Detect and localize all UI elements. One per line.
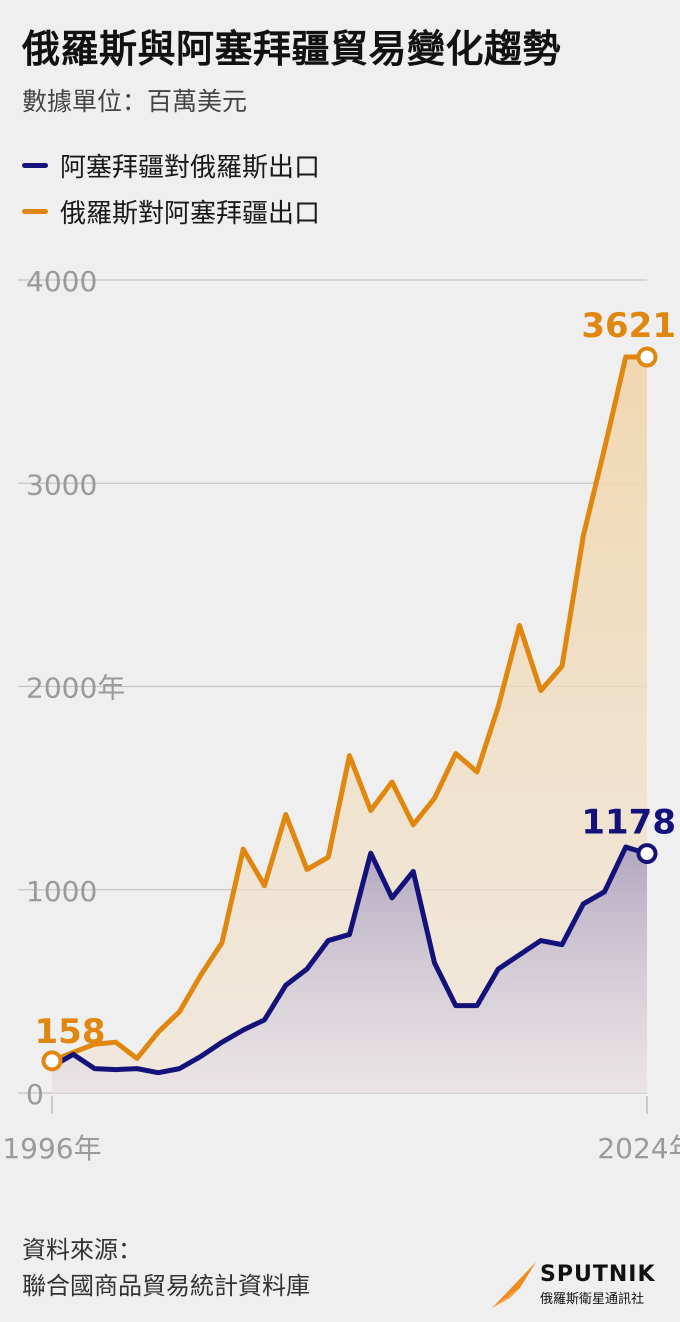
series-line (49, 354, 650, 1064)
legend-swatch-navy (22, 162, 48, 168)
line-layer (49, 354, 650, 1076)
series-area (52, 847, 647, 1093)
chart-legend: 阿塞拜疆對俄羅斯出口 俄羅斯對阿塞拜疆出口 (22, 142, 320, 234)
data-label: 1178 (581, 803, 676, 843)
area-layer (52, 357, 647, 1093)
unit-subtitle: 數據單位：百萬美元 (22, 87, 248, 116)
legend-swatch-orange (22, 208, 48, 214)
y-tick-label: 4000 (26, 265, 97, 298)
data-label: 3621 (581, 306, 676, 346)
brand-name: SPUTNIK (540, 1262, 656, 1287)
legend-label: 俄羅斯對阿塞拜疆出口 (60, 198, 321, 229)
sputnik-arrow-icon (492, 1262, 536, 1308)
source-text: 聯合國商品貿易統計資料庫 (22, 1272, 310, 1300)
x-tick-label: 2024年 (597, 1132, 680, 1165)
y-tick-label: 2000年 (26, 672, 125, 705)
x-tick-label: 1996年 (2, 1132, 101, 1165)
trade-area-chart: 0 1000 2000年 3000 4000 1996年 2024年 158 3621 1178 (2, 265, 680, 1165)
source-note: 資料來源： 聯合國商品貿易統計資料庫 (22, 1232, 310, 1304)
data-point-marker (41, 1050, 63, 1072)
y-tick-label: 0 (26, 1078, 44, 1111)
series-line (49, 844, 650, 1076)
sputnik-logo: SPUTNIK 俄羅斯衛星通訊社 (490, 1258, 670, 1310)
legend-item-azerbaijan-exports: 阿塞拜疆對俄羅斯出口 (22, 142, 320, 188)
data-point-marker (636, 346, 658, 368)
data-point-marker (636, 843, 658, 865)
brand-subtitle: 俄羅斯衛星通訊社 (540, 1292, 645, 1307)
y-tick-label: 3000 (26, 468, 97, 501)
y-tick-label: 1000 (26, 875, 97, 908)
source-label: 資料來源： (22, 1236, 142, 1264)
data-label: 158 (35, 1012, 106, 1052)
legend-label: 阿塞拜疆對俄羅斯出口 (60, 152, 321, 183)
page-title: 俄羅斯與阿塞拜疆貿易變化趨勢 (22, 27, 562, 71)
series-area (52, 357, 647, 1093)
label-layer: 0 1000 2000年 3000 4000 1996年 2024年 158 3621 1178 (2, 265, 680, 1165)
legend-item-russia-exports: 俄羅斯對阿塞拜疆出口 (22, 188, 320, 234)
